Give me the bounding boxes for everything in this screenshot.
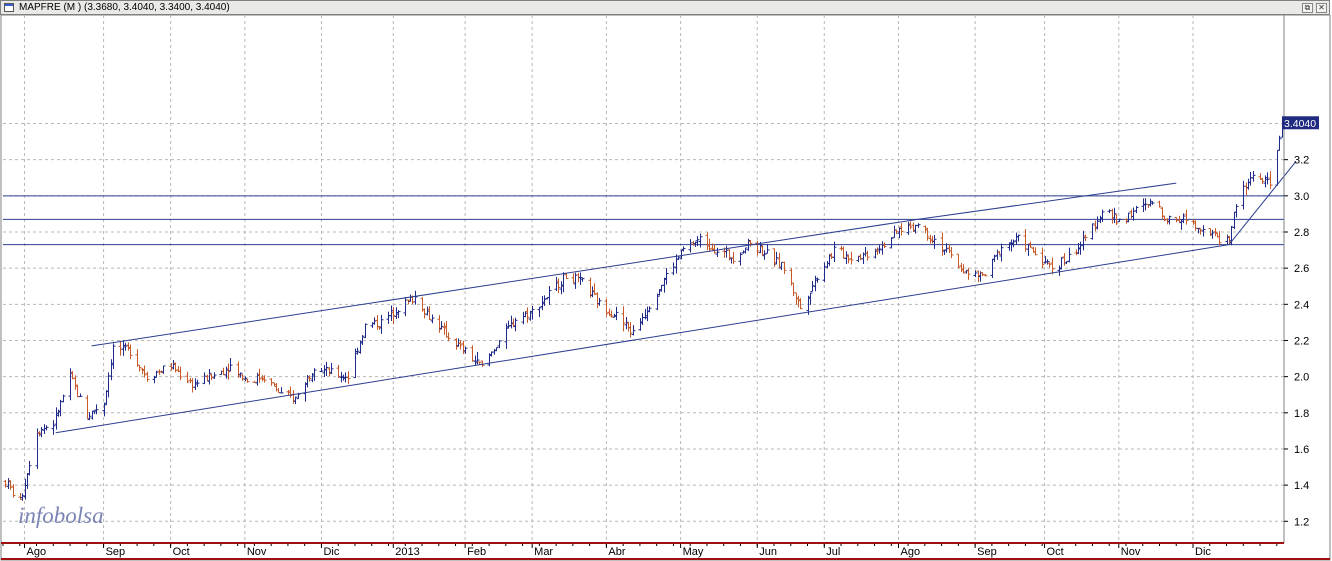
x-tick-label: Nov xyxy=(247,546,267,558)
channel-lower xyxy=(55,244,1230,434)
x-tick-label: Mar xyxy=(534,546,553,558)
x-tick-label: Oct xyxy=(1047,546,1064,558)
x-tick-label: Dic xyxy=(1195,546,1211,558)
ohlc-bars xyxy=(3,118,1285,501)
x-tick-label: Ago xyxy=(27,546,47,558)
y-tick-label: 2.6 xyxy=(1294,263,1309,275)
channel-upper-2 xyxy=(917,182,1177,220)
y-tick-label: 3.0 xyxy=(1294,191,1309,203)
y-tick-label: 2.2 xyxy=(1294,335,1309,347)
last-price-tag: 3.4040 xyxy=(1282,116,1319,130)
last-price-tag-bg xyxy=(1282,116,1319,130)
x-tick-label: Jul xyxy=(826,546,840,558)
y-tick-label: 3.2 xyxy=(1294,155,1309,167)
channel-upper-1 xyxy=(91,218,918,347)
x-tick-label: Ago xyxy=(901,546,921,558)
x-tick-label: Sep xyxy=(106,546,126,558)
y-tick-label: 2.8 xyxy=(1294,227,1309,239)
price-chart: 1.21.41.61.82.02.22.42.62.83.03.23.4 Ago… xyxy=(0,15,1331,561)
window-icon xyxy=(4,3,14,12)
grid xyxy=(3,15,1284,543)
chart-frame xyxy=(0,15,1331,561)
x-tick-label: Abr xyxy=(608,546,625,558)
horizontal-levels xyxy=(3,195,1284,246)
trend-lines xyxy=(55,161,1297,434)
y-tick-label: 1.2 xyxy=(1294,516,1309,528)
x-tick-label: Nov xyxy=(1121,546,1141,558)
x-tick-label: Jun xyxy=(759,546,777,558)
x-tick-label: Sep xyxy=(977,546,997,558)
x-tick-label: May xyxy=(683,546,704,558)
x-tick-label: Feb xyxy=(467,546,486,558)
last-price-label: 3.4040 xyxy=(1284,118,1316,130)
x-tick-label: Oct xyxy=(173,546,190,558)
y-tick-label: 2.4 xyxy=(1294,299,1309,311)
infobolsa-watermark: infobolsa xyxy=(18,503,104,528)
y-tick-label: 2.0 xyxy=(1294,372,1309,384)
time-axis: Ago Sep Oct Nov Dic 2013 Feb Mar Abr May Jun Jul Ago… xyxy=(1,542,1330,560)
steep-support xyxy=(1228,161,1297,245)
close-window-icon[interactable]: ✕ xyxy=(1316,3,1327,13)
x-tick-label: 2013 xyxy=(395,546,419,558)
window-title: MAPFRE (M ) (3.3680, 3.4040, 3.3400, 3.4… xyxy=(19,2,230,13)
y-tick-label: 1.6 xyxy=(1294,444,1309,456)
x-tick-label: Dic xyxy=(323,546,339,558)
window-titlebar: MAPFRE (M ) (3.3680, 3.4040, 3.3400, 3.4… xyxy=(0,0,1330,15)
y-tick-label: 1.8 xyxy=(1294,408,1309,420)
y-tick-label: 1.4 xyxy=(1294,480,1309,492)
restore-window-icon[interactable]: ⧉ xyxy=(1302,3,1313,13)
